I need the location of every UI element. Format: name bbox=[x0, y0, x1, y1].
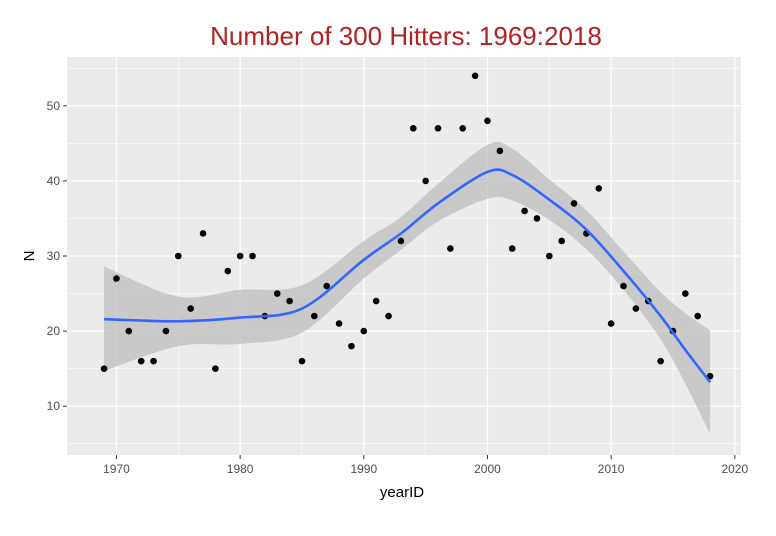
data-point bbox=[496, 147, 504, 155]
x-tick-label: 1970 bbox=[103, 462, 130, 476]
data-point bbox=[137, 357, 145, 365]
data-point bbox=[298, 357, 306, 365]
data-point bbox=[657, 357, 664, 365]
data-point bbox=[348, 342, 355, 350]
x-tick-label: 2010 bbox=[598, 462, 625, 476]
y-tick-label: 30 bbox=[47, 249, 61, 263]
x-tick-label: 2020 bbox=[721, 462, 748, 476]
x-tick-label: 1980 bbox=[227, 462, 254, 476]
confidence-ribbon bbox=[104, 141, 711, 435]
data-point bbox=[236, 252, 244, 260]
data-point bbox=[434, 125, 442, 132]
data-point bbox=[150, 357, 157, 365]
data-point bbox=[632, 305, 640, 312]
data-point bbox=[422, 177, 429, 185]
data-point bbox=[546, 252, 553, 260]
data-point bbox=[533, 215, 541, 222]
data-point bbox=[508, 245, 516, 252]
data-point bbox=[212, 365, 219, 372]
y-tick-label: 20 bbox=[47, 324, 61, 338]
y-tick-label: 10 bbox=[47, 399, 61, 413]
chart-title: Number of 300 Hitters: 1969:2018 bbox=[210, 21, 602, 51]
data-point bbox=[335, 320, 343, 327]
data-point bbox=[607, 320, 615, 327]
data-point bbox=[175, 252, 182, 260]
data-point bbox=[372, 297, 380, 305]
x-axis-title: yearID bbox=[380, 484, 424, 501]
data-point bbox=[360, 327, 368, 335]
data-point bbox=[100, 365, 108, 372]
smooth-line bbox=[104, 168, 712, 383]
data-point bbox=[558, 237, 565, 245]
data-point bbox=[397, 237, 405, 245]
data-point bbox=[595, 185, 603, 192]
data-point bbox=[471, 72, 479, 80]
data-point bbox=[286, 297, 293, 305]
y-axis: 10 20 30 40 50 bbox=[47, 99, 67, 413]
data-point bbox=[113, 275, 120, 282]
x-tick-label: 1990 bbox=[350, 462, 377, 476]
data-point bbox=[484, 117, 491, 125]
y-tick-label: 40 bbox=[47, 174, 61, 188]
data-point bbox=[273, 290, 281, 297]
data-point bbox=[682, 290, 689, 297]
data-point bbox=[125, 327, 133, 335]
data-point bbox=[521, 207, 528, 215]
data-point bbox=[323, 282, 331, 290]
x-axis: 1970 1980 1990 2000 2010 2020 bbox=[103, 455, 748, 476]
data-point bbox=[199, 230, 207, 237]
data-point bbox=[249, 252, 256, 260]
data-point bbox=[385, 312, 392, 320]
y-axis-title: N bbox=[21, 251, 38, 262]
data-point bbox=[706, 372, 714, 380]
data-point bbox=[570, 200, 578, 207]
data-point bbox=[694, 312, 702, 320]
data-points bbox=[100, 72, 714, 380]
data-point bbox=[447, 245, 454, 252]
data-point bbox=[409, 125, 417, 132]
data-point bbox=[224, 267, 232, 275]
y-tick-label: 50 bbox=[47, 99, 61, 113]
x-tick-label: 2000 bbox=[474, 462, 501, 476]
data-point bbox=[459, 125, 467, 132]
data-point bbox=[162, 327, 170, 335]
data-point bbox=[620, 282, 627, 290]
data-point bbox=[311, 312, 318, 320]
data-point bbox=[187, 305, 194, 312]
